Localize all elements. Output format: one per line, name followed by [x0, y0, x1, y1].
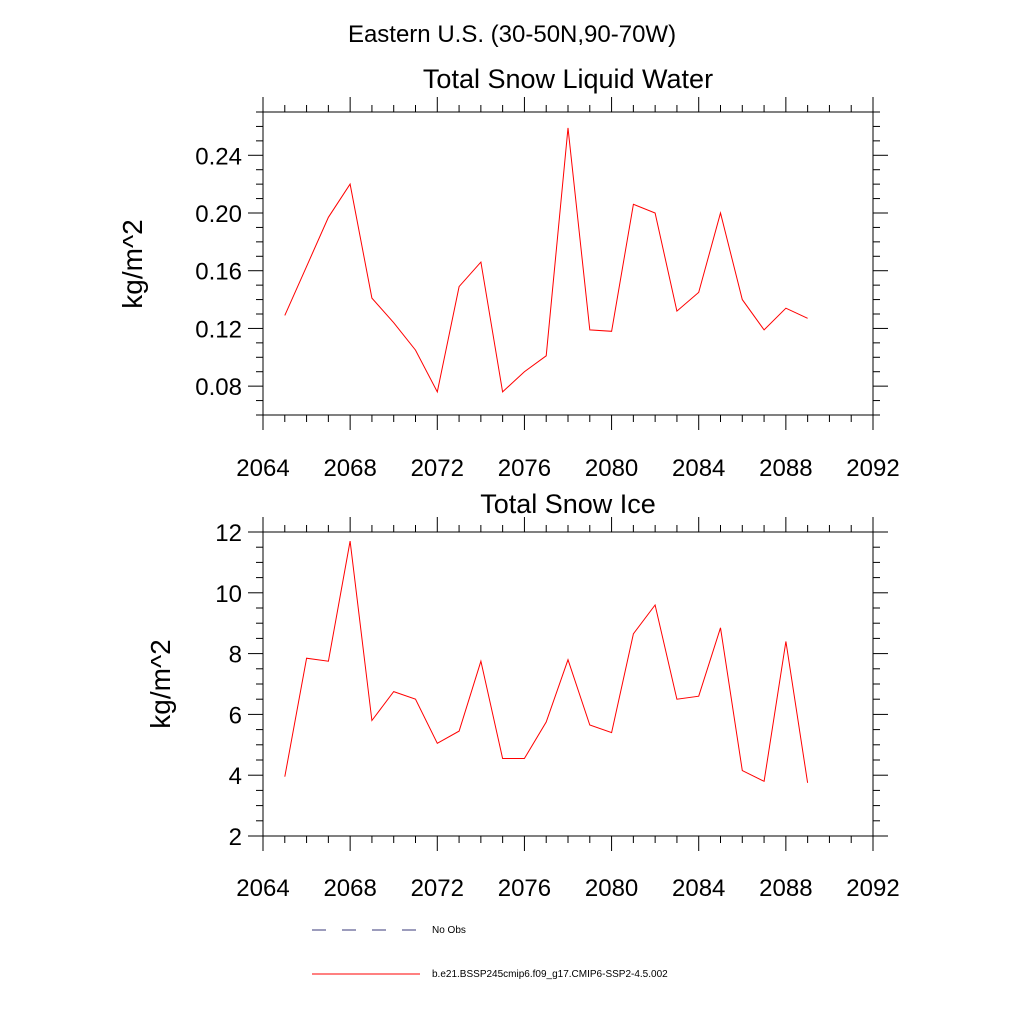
y-tick-label: 0.08 [195, 374, 242, 401]
x-tick-label: 2072 [411, 875, 464, 902]
chart-title: Total Snow Liquid Water [423, 64, 713, 94]
legend: No Obs b.e21.BSSP245cmip6.f09_g17.CMIP6-… [312, 925, 668, 980]
y-axis-label: kg/m^2 [117, 219, 148, 308]
panel-snow-ice: Total Snow Ice kg/m^2 2064 2068 2072 2076 2080… [145, 489, 900, 902]
x-tick-label: 2076 [498, 455, 551, 482]
y-tick-label: 10 [215, 581, 242, 608]
x-tick-label: 2092 [846, 875, 899, 902]
x-tick-label: 2076 [498, 875, 551, 902]
y-tick-label: 0.20 [195, 201, 242, 228]
y-tick-label: 2 [229, 824, 242, 851]
y-tick-label: 0.16 [195, 259, 242, 286]
legend-label-model-run: b.e21.BSSP245cmip6.f09_g17.CMIP6-SSP2-4.… [432, 969, 668, 980]
chart-title: Total Snow Ice [480, 489, 656, 519]
plot-frame [262, 111, 874, 416]
x-tick-label: 2080 [585, 455, 638, 482]
x-tick-label: 2072 [411, 455, 464, 482]
legend-label-no-obs: No Obs [432, 925, 466, 936]
y-tick-label: 0.24 [195, 143, 242, 170]
x-tick-label: 2064 [236, 455, 289, 482]
y-axis-label: kg/m^2 [145, 639, 176, 728]
x-tick-label: 2068 [323, 455, 376, 482]
y-tick-label: 6 [229, 702, 242, 729]
x-tick-label: 2064 [236, 875, 289, 902]
x-tick-label: 2084 [672, 455, 725, 482]
x-tick-label: 2088 [759, 875, 812, 902]
y-tick-label: 12 [215, 520, 242, 547]
y-tick-label: 8 [229, 642, 242, 669]
y-tick-label: 4 [229, 763, 242, 790]
panel-snow-liquid-water: Total Snow Liquid Water kg/m^2 2064 2068 207… [117, 64, 900, 482]
x-tick-label: 2084 [672, 875, 725, 902]
series-line [284, 541, 809, 783]
y-tick-label: 0.12 [195, 316, 242, 343]
figure-title: Eastern U.S. (30-50N,90-70W) [348, 21, 676, 48]
x-tick-label: 2092 [846, 455, 899, 482]
x-tick-label: 2068 [323, 875, 376, 902]
x-tick-label: 2088 [759, 455, 812, 482]
x-tick-label: 2080 [585, 875, 638, 902]
series-line [284, 127, 808, 394]
